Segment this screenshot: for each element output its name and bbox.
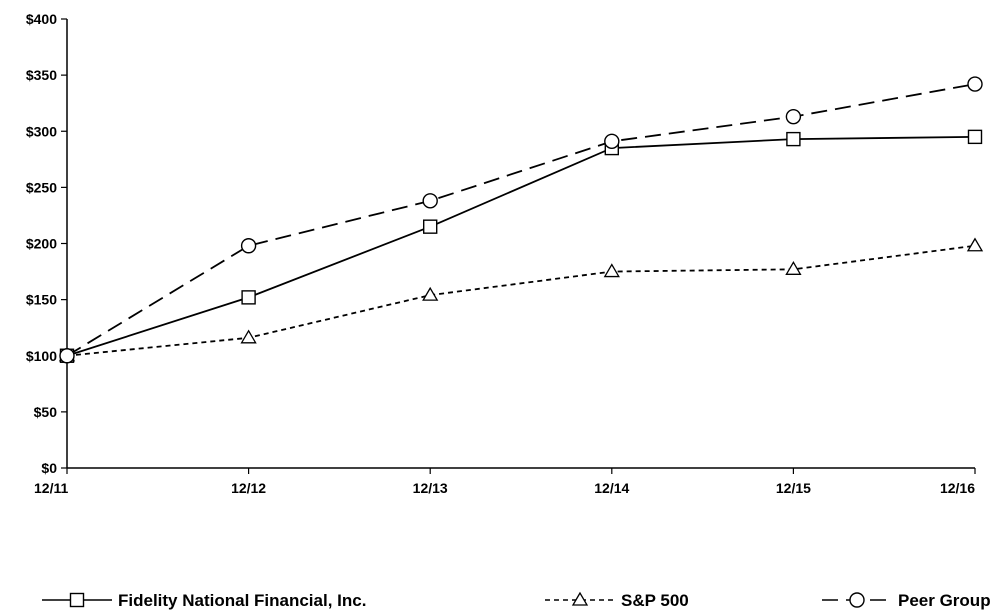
data-point-circle bbox=[59, 348, 75, 364]
data-point-triangle bbox=[422, 286, 439, 301]
data-point-circle bbox=[604, 133, 620, 150]
x-tick-label: 12/13 bbox=[413, 480, 448, 496]
legend-marker bbox=[69, 592, 85, 608]
x-tick-label: 12/14 bbox=[594, 480, 629, 496]
y-tick-label: $50 bbox=[34, 404, 58, 420]
legend: Fidelity National Financial, Inc. S&P 500… bbox=[42, 591, 991, 610]
y-tick-label: $400 bbox=[26, 11, 57, 27]
series-triangle-line-group bbox=[58, 237, 984, 362]
y-tick-label: $0 bbox=[41, 460, 57, 476]
y-tick-label: $300 bbox=[26, 123, 57, 139]
series-layer bbox=[58, 76, 984, 364]
series-circle-line-group bbox=[59, 76, 983, 364]
axes bbox=[66, 19, 975, 469]
data-point-square bbox=[423, 219, 438, 234]
x-tick-label: 12/11 bbox=[34, 480, 68, 496]
legend-marker bbox=[849, 592, 865, 608]
data-point-triangle bbox=[966, 237, 984, 252]
data-point-square bbox=[786, 131, 801, 147]
legend-marker bbox=[571, 591, 589, 606]
x-axis-ticks: 12/11 12/12 12/13 12/14 12/15 12/16 bbox=[34, 468, 976, 496]
series-line bbox=[66, 83, 976, 357]
series-square-line-group bbox=[59, 129, 983, 363]
y-tick-label: $100 bbox=[26, 348, 57, 364]
x-tick-label: 12/15 bbox=[776, 480, 811, 496]
y-tick-label: $350 bbox=[26, 67, 57, 83]
series-line bbox=[66, 135, 976, 357]
legend-label: S&P 500 bbox=[621, 591, 689, 610]
data-point-triangle bbox=[785, 261, 802, 275]
data-point-circle bbox=[240, 238, 257, 254]
y-tick-label: $200 bbox=[26, 236, 57, 252]
x-tick-label: 12/12 bbox=[231, 480, 266, 496]
data-point-square bbox=[967, 129, 983, 145]
legend-label: Fidelity National Financial, Inc. bbox=[118, 591, 366, 610]
x-tick-label: 12/16 bbox=[940, 480, 975, 496]
legend-label: Peer Group bbox=[898, 591, 991, 610]
data-point-triangle bbox=[240, 329, 257, 344]
data-point-square bbox=[241, 290, 256, 305]
y-tick-label: $250 bbox=[26, 179, 57, 195]
legend-item: Peer Group bbox=[822, 591, 991, 610]
legend-item: Fidelity National Financial, Inc. bbox=[42, 591, 366, 610]
data-point-circle bbox=[785, 108, 802, 125]
legend-item: S&P 500 bbox=[545, 591, 689, 610]
y-axis-ticks: $0 $50 $100 $150 $200 $250 $300 $350 $400 bbox=[26, 11, 67, 476]
data-point-circle bbox=[967, 76, 983, 92]
y-tick-label: $150 bbox=[26, 292, 57, 308]
data-point-circle bbox=[422, 193, 438, 209]
data-point-triangle bbox=[603, 263, 620, 278]
series-line bbox=[66, 244, 976, 357]
